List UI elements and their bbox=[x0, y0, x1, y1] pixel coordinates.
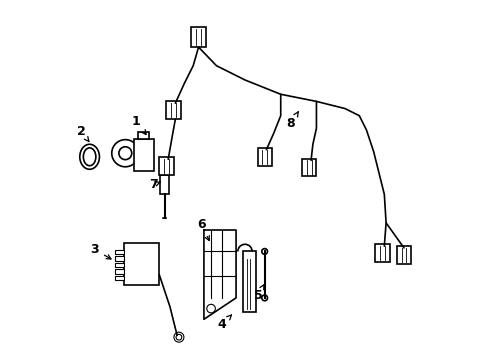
Bar bbox=[397, 247, 411, 264]
Bar bbox=[115, 250, 123, 254]
Bar bbox=[115, 276, 123, 280]
Bar bbox=[243, 251, 256, 312]
Text: 6: 6 bbox=[197, 218, 209, 240]
Text: 1: 1 bbox=[132, 114, 146, 135]
Bar bbox=[167, 102, 181, 119]
Bar bbox=[115, 263, 123, 267]
Bar bbox=[138, 132, 148, 139]
Text: 3: 3 bbox=[91, 243, 111, 259]
Text: 4: 4 bbox=[218, 315, 231, 331]
Text: 2: 2 bbox=[77, 125, 89, 141]
Text: 8: 8 bbox=[287, 112, 298, 130]
Bar bbox=[258, 148, 272, 166]
Bar bbox=[302, 158, 317, 176]
Text: 5: 5 bbox=[254, 285, 264, 302]
Bar bbox=[375, 244, 390, 262]
Bar bbox=[115, 256, 123, 261]
Text: 7: 7 bbox=[149, 178, 160, 191]
Bar bbox=[134, 139, 154, 171]
Bar bbox=[160, 175, 169, 194]
Bar bbox=[159, 157, 173, 175]
Bar bbox=[123, 243, 159, 285]
Bar bbox=[192, 27, 206, 47]
Bar bbox=[115, 269, 123, 274]
